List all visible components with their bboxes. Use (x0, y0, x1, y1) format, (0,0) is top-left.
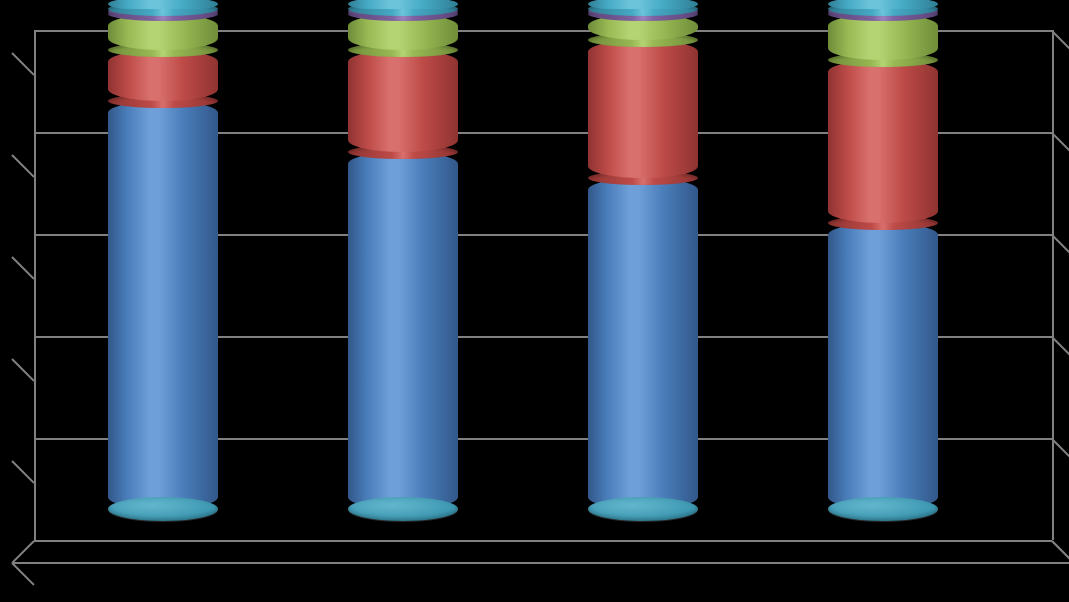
segment-series-1 (828, 223, 938, 509)
segment-series-5 (588, 0, 698, 9)
column-cap (348, 497, 458, 521)
segment-series-5 (348, 0, 458, 9)
segment-series-3 (588, 14, 698, 40)
segment-series-3 (348, 14, 458, 50)
plot-area (60, 0, 1050, 560)
segment-series-4 (828, 9, 938, 14)
segment-series-5 (108, 0, 218, 9)
segment-series-2 (588, 40, 698, 178)
segment-series-1 (588, 178, 698, 510)
column-cap (108, 497, 218, 521)
segment-series-3 (828, 14, 938, 60)
stacked-cylinder-chart (0, 0, 1069, 602)
segment-series-4 (588, 9, 698, 14)
segment-series-1 (108, 101, 218, 509)
segment-series-2 (108, 50, 218, 101)
column-cap (828, 497, 938, 521)
segment-series-3 (108, 14, 218, 50)
segment-series-4 (108, 9, 218, 14)
column-cap (588, 497, 698, 521)
segment-series-2 (828, 60, 938, 223)
segment-series-4 (348, 9, 458, 14)
segment-series-5 (828, 0, 938, 9)
segment-series-1 (348, 152, 458, 509)
segment-series-2 (348, 50, 458, 152)
